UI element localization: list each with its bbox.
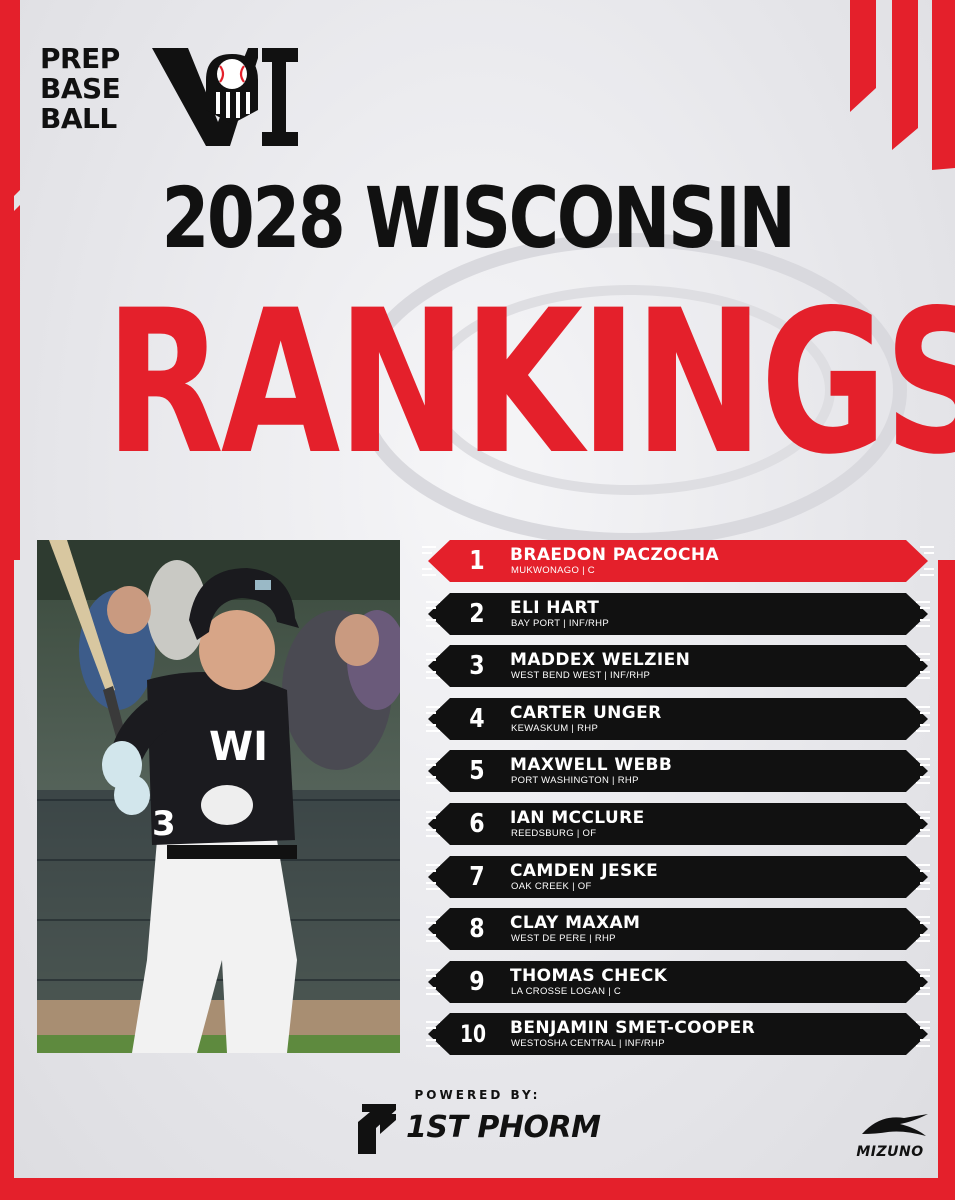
wi-logo-mark: [152, 48, 298, 146]
rank-row-banner: [426, 592, 930, 635]
rank-row-banner: [426, 1013, 930, 1056]
player-name: MADDEX WELZIEN: [510, 650, 691, 671]
player-name: THOMAS CHECK: [510, 965, 668, 986]
player-name: MAXWELL WEBB: [510, 755, 673, 776]
player-school-position: WEST BEND WEST | INF/RHP: [511, 670, 651, 682]
player-name: CARTER UNGER: [510, 702, 662, 723]
sponsor-name: 1ST PHORM: [406, 1110, 601, 1145]
logo-line: PREP: [40, 42, 120, 75]
frame-bottom-bar: [0, 1178, 955, 1200]
mizuno-runbird-icon: [862, 1114, 928, 1136]
headline-rankings: RANKINGS: [105, 267, 955, 498]
rank-row-banner: [426, 645, 930, 688]
rank-row-banner: [426, 908, 930, 951]
headline-year-state: 2028 WISCONSIN: [161, 169, 796, 267]
left-stripes: [0, 0, 20, 560]
player-name: ELI HART: [510, 597, 600, 618]
logo-wordmark: PREP BASE BALL: [40, 44, 150, 134]
jersey-number: 3: [152, 804, 176, 844]
sponsor-logo-mizuno: MIZUNO: [840, 1112, 940, 1162]
rankings-list: 1 BRAEDON PACZOCHA MUKWONAGO | C 2 ELI H…: [422, 540, 934, 1066]
prep-baseball-logo: PREP BASE BALL: [40, 44, 310, 154]
player-school-position: WEST DE PERE | RHP: [511, 933, 616, 945]
player-name: BENJAMIN SMET-COOPER: [510, 1018, 756, 1039]
rank-row-7: 7 CAMDEN JESKE OAK CREEK | OF: [422, 855, 934, 898]
player-name: IAN MCCLURE: [510, 807, 645, 828]
rank-row-8: 8 CLAY MAXAM WEST DE PERE | RHP: [422, 908, 934, 951]
sponsor-name-2: MIZUNO: [856, 1144, 924, 1160]
sponsor-logo-1st-phorm: 1ST PHORM: [348, 1100, 618, 1160]
top-right-stripes: [850, 0, 955, 170]
rank-number: 10: [459, 1020, 487, 1049]
rank-row-banner: [426, 855, 930, 898]
rank-row-9: 9 THOMAS CHECK LA CROSSE LOGAN | C: [422, 960, 934, 1003]
rank-row-4: 4 CARTER UNGER KEWASKUM | RHP: [422, 697, 934, 740]
frame-right-bar-lower: [938, 560, 955, 1200]
rank-number: 5: [469, 756, 485, 787]
rank-row-5: 5 MAXWELL WEBB PORT WASHINGTON | RHP: [422, 750, 934, 793]
logo-line: BASE: [40, 72, 121, 105]
rank-number: 6: [469, 808, 485, 839]
rank-row-10: 10 BENJAMIN SMET-COOPER WESTOSHA CENTRAL…: [422, 1013, 934, 1056]
rank-row-banner: [426, 960, 930, 1003]
rank-number: 7: [469, 861, 485, 892]
player-school-position: BAY PORT | INF/RHP: [511, 617, 609, 629]
rank-row-banner: [426, 802, 930, 845]
player-name: BRAEDON PACZOCHA: [510, 545, 720, 565]
rank-row-3: 3 MADDEX WELZIEN WEST BEND WEST | INF/RH…: [422, 645, 934, 688]
phorm-mark-icon: [358, 1104, 396, 1154]
rank-row-banner: [426, 697, 930, 740]
powered-by-label: POWERED BY:: [414, 1088, 541, 1102]
rank-row-1: 1 BRAEDON PACZOCHA MUKWONAGO | C: [422, 540, 934, 582]
rank-number: 8: [469, 914, 485, 945]
player-name: CAMDEN JESKE: [510, 860, 659, 881]
rank-row-2: 2 ELI HART BAY PORT | INF/RHP: [422, 592, 934, 635]
player-school-position: OAK CREEK | OF: [511, 880, 592, 892]
rank-row-6: 6 IAN MCCLURE REEDSBURG | OF: [422, 802, 934, 845]
rank-number: 3: [469, 651, 485, 682]
player-school-position: KEWASKUM | RHP: [511, 722, 599, 734]
rank-number: 2: [469, 598, 485, 629]
rank-number: 4: [469, 703, 485, 734]
rank-row-banner: [422, 540, 934, 582]
player-school-position: LA CROSSE LOGAN | C: [511, 985, 622, 997]
rank-number: 9: [469, 966, 485, 997]
player-photo: WI 3: [37, 540, 400, 1053]
rank-row-banner: [426, 750, 930, 793]
player-school-position: PORT WASHINGTON | RHP: [511, 775, 639, 787]
player-school-position: REEDSBURG | OF: [511, 827, 597, 839]
jersey-letters: WI: [209, 724, 268, 770]
player-school-position: WESTOSHA CENTRAL | INF/RHP: [511, 1038, 665, 1050]
player-name: CLAY MAXAM: [510, 913, 641, 934]
logo-line: BALL: [40, 102, 117, 135]
rank-number: 1: [469, 546, 485, 576]
player-photo-illustration: WI 3: [37, 540, 400, 1053]
player-school-position: MUKWONAGO | C: [511, 565, 595, 576]
